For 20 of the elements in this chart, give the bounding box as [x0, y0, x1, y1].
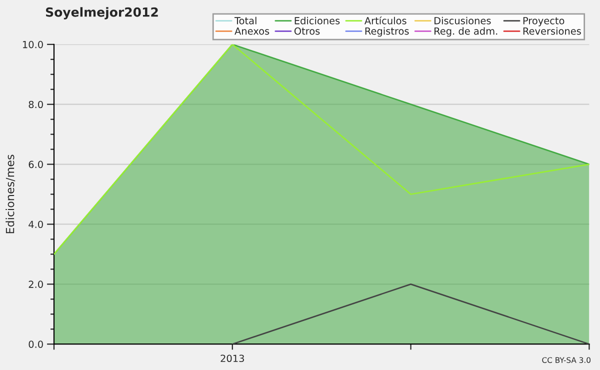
y-tick-label: 0.0 — [28, 340, 43, 348]
legend-label: Otros — [294, 27, 320, 35]
legend-label: Anexos — [234, 28, 270, 35]
legend-label: Total — [234, 16, 256, 24]
y-tick-label: 4.0 — [28, 220, 43, 228]
chart-title: Soyelmejor2012 — [46, 7, 158, 20]
legend-label: Discusiones — [434, 16, 491, 24]
y-tick-label: 6.0 — [28, 160, 43, 168]
line-series — [54, 44, 590, 255]
legend-label: Registros — [365, 27, 409, 37]
legend-label: Reg. de adm. — [434, 27, 498, 37]
legend-label: Proyecto — [523, 17, 564, 26]
y-tick-label: 8.0 — [28, 100, 43, 108]
legend-label: Reversiones — [523, 27, 581, 35]
x-tick-label: 2013 — [220, 354, 244, 362]
legend-label: Ediciones — [294, 16, 340, 24]
y-tick-label: 2.0 — [28, 280, 43, 288]
y-tick-label: 10.0 — [23, 40, 43, 48]
legend-label: Artículos — [364, 16, 406, 24]
y-axis-title: Ediciones/mes — [6, 154, 16, 234]
